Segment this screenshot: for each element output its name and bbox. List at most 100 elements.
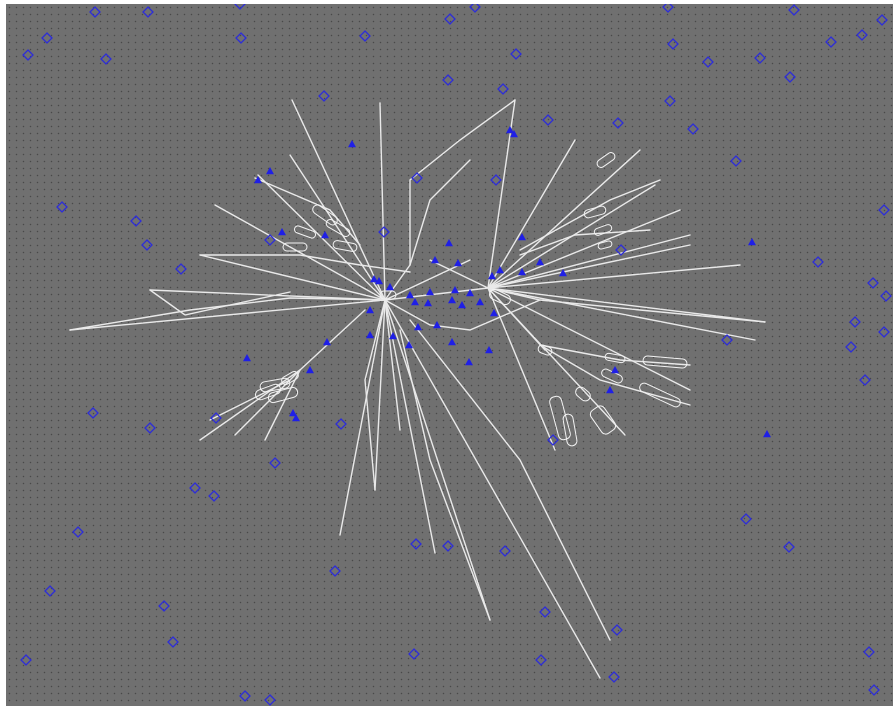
diamond-outline-icon[interactable] [264,234,276,246]
diamond-outline-icon[interactable] [542,114,554,126]
filled-triangle-icon[interactable] [292,414,300,422]
diamond-outline-icon[interactable] [876,14,888,26]
diamond-outline-icon[interactable] [239,690,251,702]
filled-triangle-icon[interactable] [366,306,374,314]
diamond-outline-icon[interactable] [100,53,112,65]
filled-triangle-icon[interactable] [476,298,484,306]
diamond-outline-icon[interactable] [87,407,99,419]
filled-triangle-icon[interactable] [454,259,462,267]
diamond-outline-icon[interactable] [264,694,276,706]
diamond-outline-icon[interactable] [141,239,153,251]
filled-triangle-icon[interactable] [448,338,456,346]
diamond-outline-icon[interactable] [740,513,752,525]
diamond-outline-icon[interactable] [878,326,890,338]
filled-triangle-icon[interactable] [289,409,297,417]
filled-triangle-icon[interactable] [458,301,466,309]
filled-triangle-icon[interactable] [254,176,262,184]
filled-triangle-icon[interactable] [348,140,356,148]
diamond-outline-icon[interactable] [411,172,423,184]
diamond-outline-icon[interactable] [535,654,547,666]
filled-triangle-icon[interactable] [445,239,453,247]
filled-triangle-icon[interactable] [266,167,274,175]
filled-triangle-icon[interactable] [748,238,756,246]
diamond-outline-icon[interactable] [269,457,281,469]
diamond-outline-icon[interactable] [687,123,699,135]
diamond-outline-icon[interactable] [856,29,868,41]
diamond-outline-icon[interactable] [359,30,371,42]
diamond-outline-icon[interactable] [335,418,347,430]
filled-triangle-icon[interactable] [426,288,434,296]
diamond-outline-icon[interactable] [408,648,420,660]
filled-triangle-icon[interactable] [510,130,518,138]
filled-triangle-icon[interactable] [243,354,251,362]
diamond-outline-icon[interactable] [702,56,714,68]
network-map[interactable] [6,4,893,706]
filled-triangle-icon[interactable] [406,291,414,299]
diamond-outline-icon[interactable] [318,90,330,102]
diamond-outline-icon[interactable] [20,654,32,666]
diamond-outline-icon[interactable] [878,204,890,216]
diamond-outline-icon[interactable] [845,341,857,353]
diamond-outline-icon[interactable] [784,71,796,83]
filled-triangle-icon[interactable] [433,321,441,329]
filled-triangle-icon[interactable] [375,277,383,285]
diamond-outline-icon[interactable] [499,545,511,557]
diamond-outline-icon[interactable] [664,95,676,107]
filled-triangle-icon[interactable] [611,366,619,374]
diamond-outline-icon[interactable] [788,4,800,16]
diamond-outline-icon[interactable] [730,155,742,167]
diamond-outline-icon[interactable] [235,32,247,44]
diamond-outline-icon[interactable] [608,671,620,683]
filled-triangle-icon[interactable] [559,269,567,277]
filled-triangle-icon[interactable] [518,268,526,276]
diamond-outline-icon[interactable] [130,215,142,227]
filled-triangle-icon[interactable] [366,331,374,339]
diamond-outline-icon[interactable] [378,226,390,238]
diamond-outline-icon[interactable] [490,174,502,186]
map-canvas[interactable] [6,4,893,706]
diamond-outline-icon[interactable] [863,646,875,658]
filled-triangle-icon[interactable] [451,286,459,294]
diamond-outline-icon[interactable] [144,422,156,434]
filled-triangle-icon[interactable] [321,231,329,239]
filled-triangle-icon[interactable] [424,299,432,307]
filled-triangle-icon[interactable] [448,296,456,304]
diamond-outline-icon[interactable] [812,256,824,268]
diamond-outline-icon[interactable] [167,636,179,648]
diamond-outline-icon[interactable] [754,52,766,64]
diamond-outline-icon[interactable] [175,263,187,275]
diamond-outline-icon[interactable] [547,434,559,446]
filled-triangle-icon[interactable] [490,309,498,317]
diamond-outline-icon[interactable] [867,277,879,289]
filled-triangle-icon[interactable] [389,332,397,340]
filled-triangle-icon[interactable] [405,341,413,349]
diamond-outline-icon[interactable] [444,13,456,25]
diamond-outline-icon[interactable] [615,244,627,256]
diamond-outline-icon[interactable] [72,526,84,538]
filled-triangle-icon[interactable] [370,275,378,283]
diamond-outline-icon[interactable] [497,83,509,95]
diamond-outline-icon[interactable] [158,600,170,612]
diamond-outline-icon[interactable] [612,117,624,129]
diamond-outline-icon[interactable] [868,684,880,696]
diamond-outline-icon[interactable] [469,4,481,13]
filled-triangle-icon[interactable] [506,126,514,134]
diamond-outline-icon[interactable] [210,412,222,424]
filled-triangle-icon[interactable] [488,272,496,280]
diamond-outline-icon[interactable] [442,540,454,552]
diamond-outline-icon[interactable] [189,482,201,494]
diamond-outline-icon[interactable] [41,32,53,44]
diamond-outline-icon[interactable] [329,565,341,577]
diamond-outline-icon[interactable] [442,74,454,86]
filled-triangle-icon[interactable] [485,346,493,354]
diamond-outline-icon[interactable] [44,585,56,597]
diamond-outline-icon[interactable] [611,624,623,636]
filled-triangle-icon[interactable] [411,298,419,306]
filled-triangle-icon[interactable] [431,256,439,264]
filled-triangle-icon[interactable] [466,289,474,297]
diamond-outline-icon[interactable] [22,49,34,61]
diamond-outline-icon[interactable] [208,490,220,502]
filled-triangle-icon[interactable] [323,338,331,346]
diamond-outline-icon[interactable] [89,6,101,18]
diamond-outline-icon[interactable] [539,606,551,618]
